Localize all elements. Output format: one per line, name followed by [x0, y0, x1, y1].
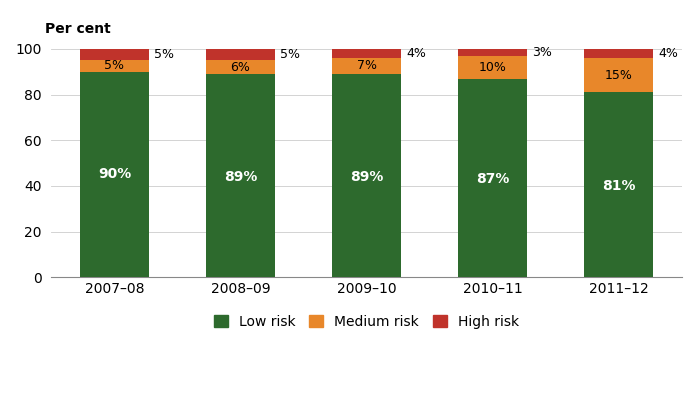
Bar [206, 74, 275, 277]
Text: 90%: 90% [98, 167, 131, 181]
Bar [332, 74, 401, 277]
Bar [458, 79, 527, 277]
Bar [206, 60, 275, 74]
Text: 81%: 81% [602, 179, 636, 193]
Text: 5%: 5% [105, 60, 125, 72]
Text: 4%: 4% [406, 47, 426, 60]
Text: 89%: 89% [350, 170, 383, 184]
Text: 5%: 5% [280, 48, 300, 61]
Bar [584, 58, 653, 92]
Bar [79, 49, 149, 60]
Text: 89%: 89% [224, 170, 257, 184]
Bar [206, 49, 275, 60]
Bar [458, 49, 527, 56]
Text: 15%: 15% [605, 68, 633, 82]
Bar [79, 60, 149, 72]
Text: 7%: 7% [357, 60, 376, 72]
Text: 4%: 4% [659, 47, 678, 60]
Bar [79, 72, 149, 277]
Text: 10%: 10% [479, 61, 507, 74]
Text: 5%: 5% [154, 48, 174, 61]
Bar [332, 58, 401, 74]
Bar [458, 56, 527, 79]
Text: 87%: 87% [476, 172, 510, 186]
Legend: Low risk, Medium risk, High risk: Low risk, Medium risk, High risk [208, 309, 525, 334]
Bar [332, 49, 401, 58]
Bar [584, 49, 653, 58]
Text: 6%: 6% [231, 61, 250, 74]
Text: 3%: 3% [533, 46, 552, 59]
Bar [584, 92, 653, 277]
Text: Per cent: Per cent [45, 22, 111, 36]
